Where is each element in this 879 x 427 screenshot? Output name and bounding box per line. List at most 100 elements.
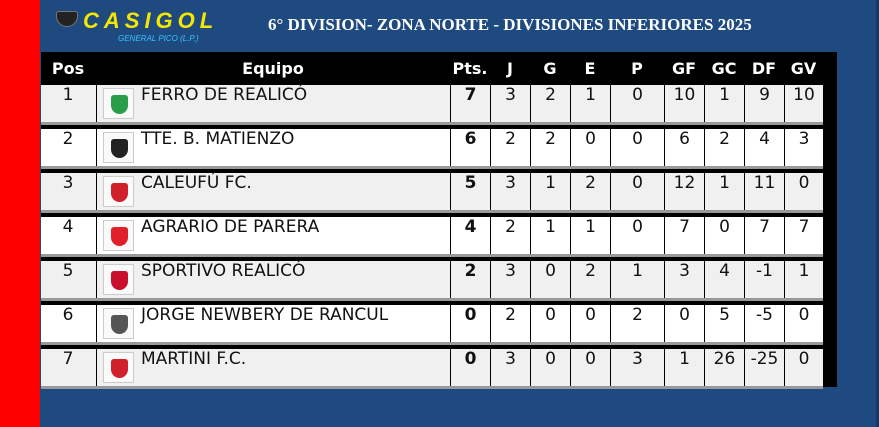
table-row[interactable]: 4 AGRARIO DE PARERA 4 2 1 1 0 7 0 7 7	[41, 217, 823, 257]
team-crest-icon	[103, 220, 134, 251]
header-gc[interactable]: GC	[711, 59, 737, 78]
header-e[interactable]: E	[584, 59, 596, 78]
table-row[interactable]: 7 MARTINI F.C. 0 3 0 0 3 1 26 -25 0	[41, 349, 823, 389]
right-border	[876, 0, 879, 427]
cell-df: 9	[744, 85, 784, 122]
table-row[interactable]: 5 SPORTIVO REALICÓ 2 3 0 2 1 3 4 -1 1	[41, 261, 823, 301]
cell-gv: 10	[784, 85, 823, 122]
cell-df: 11	[744, 173, 784, 210]
header-pos[interactable]: Pos	[51, 59, 85, 78]
cell-pts: 2	[450, 261, 490, 298]
team-name: FERRO DE REALICÓ	[141, 85, 308, 105]
cell-e: 0	[570, 129, 610, 166]
cell-df: -25	[744, 349, 784, 386]
cell-pos: 7	[41, 349, 95, 386]
cell-g: 0	[530, 305, 570, 342]
cell-team: AGRARIO DE PARERA	[96, 217, 450, 254]
cell-gv: 3	[784, 129, 823, 166]
cell-pos: 6	[41, 305, 95, 342]
cell-e: 1	[570, 85, 610, 122]
cell-gc: 26	[704, 349, 744, 386]
cell-gv: 0	[784, 173, 823, 210]
table-row[interactable]: 1 FERRO DE REALICÓ 7 3 2 1 0 10 1 9 10	[41, 85, 823, 125]
cell-gf: 10	[664, 85, 704, 122]
cell-team: JORGE NEWBERY DE RANCUL	[96, 305, 450, 342]
cell-g: 2	[530, 85, 570, 122]
team-name: MARTINI F.C.	[141, 349, 247, 369]
cell-gf: 0	[664, 305, 704, 342]
standings-table: Pos Equipo Pts. J G E P GF GC DF GV 1 FERRO DE REALI…	[41, 52, 837, 389]
cell-team: FERRO DE REALICÓ	[96, 85, 450, 122]
cell-g: 1	[530, 217, 570, 254]
team-name: CALEUFÚ FC.	[141, 173, 252, 193]
cell-e: 2	[570, 261, 610, 298]
team-name: JORGE NEWBERY DE RANCUL	[141, 305, 389, 325]
cell-gf: 3	[664, 261, 704, 298]
team-crest-icon	[103, 88, 134, 119]
cell-e: 2	[570, 173, 610, 210]
table-row[interactable]: 6 JORGE NEWBERY DE RANCUL 0 2 0 0 2 0 5 -5 0	[41, 305, 823, 345]
cell-pos: 1	[41, 85, 95, 122]
cell-p: 1	[610, 261, 664, 298]
cell-gv: 0	[784, 349, 823, 386]
cell-g: 0	[530, 261, 570, 298]
cell-e: 0	[570, 305, 610, 342]
cell-df: 7	[744, 217, 784, 254]
table-row[interactable]: 2 TTE. B. MATIENZO 6 2 2 0 0 6 2 4 3	[41, 129, 823, 169]
cell-g: 2	[530, 129, 570, 166]
cell-gf: 1	[664, 349, 704, 386]
cell-gc: 5	[704, 305, 744, 342]
cell-df: -5	[744, 305, 784, 342]
header-j[interactable]: J	[507, 59, 513, 78]
header-p[interactable]: P	[631, 59, 643, 78]
header-g[interactable]: G	[543, 59, 557, 78]
cell-team: MARTINI F.C.	[96, 349, 450, 386]
cell-pts: 4	[450, 217, 490, 254]
cell-gv: 0	[784, 305, 823, 342]
logo-name: CASIGOL	[83, 8, 219, 33]
cell-pos: 4	[41, 217, 95, 254]
cell-gf: 12	[664, 173, 704, 210]
red-side-bar	[0, 0, 40, 427]
cell-gf: 6	[664, 129, 704, 166]
cell-pts: 7	[450, 85, 490, 122]
cell-team: CALEUFÚ FC.	[96, 173, 450, 210]
team-crest-icon	[103, 352, 134, 383]
cell-j: 3	[490, 173, 530, 210]
cell-df: 4	[744, 129, 784, 166]
cell-gc: 1	[704, 173, 744, 210]
table-row[interactable]: 3 CALEUFÚ FC. 5 3 1 2 0 12 1 11 0	[41, 173, 823, 213]
cell-team: TTE. B. MATIENZO	[96, 129, 450, 166]
cell-gv: 7	[784, 217, 823, 254]
team-name: TTE. B. MATIENZO	[141, 129, 295, 149]
team-crest-icon	[103, 264, 134, 295]
cell-team: SPORTIVO REALICÓ	[96, 261, 450, 298]
header-df[interactable]: DF	[751, 59, 777, 78]
cell-gc: 4	[704, 261, 744, 298]
page-title: 6° DIVISION- ZONA NORTE - DIVISIONES INF…	[268, 15, 752, 34]
logo-subtitle: GENERAL PICO (L.P.)	[118, 34, 199, 43]
cell-p: 0	[610, 129, 664, 166]
header-team[interactable]: Equipo	[242, 59, 304, 78]
cell-g: 1	[530, 173, 570, 210]
team-crest-icon	[103, 176, 134, 207]
cell-pts: 5	[450, 173, 490, 210]
cell-gc: 0	[704, 217, 744, 254]
cell-pts: 6	[450, 129, 490, 166]
header-gv[interactable]: GV	[790, 59, 817, 78]
cell-j: 3	[490, 349, 530, 386]
cell-j: 3	[490, 85, 530, 122]
team-crest-icon	[103, 308, 134, 339]
cell-j: 3	[490, 261, 530, 298]
cell-pts: 0	[450, 349, 490, 386]
header-gf[interactable]: GF	[671, 59, 697, 78]
cell-p: 2	[610, 305, 664, 342]
cell-j: 2	[490, 129, 530, 166]
cell-j: 2	[490, 305, 530, 342]
shield-icon	[56, 11, 78, 27]
cell-pos: 2	[41, 129, 95, 166]
cell-gc: 1	[704, 85, 744, 122]
cell-p: 0	[610, 217, 664, 254]
header-pts[interactable]: Pts.	[452, 59, 488, 78]
cell-gf: 7	[664, 217, 704, 254]
